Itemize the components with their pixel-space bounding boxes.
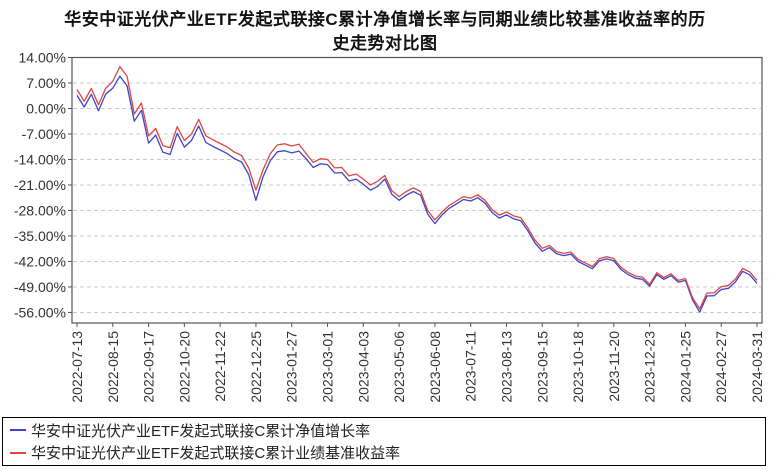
x-axis-label: 2022-10-20 xyxy=(176,331,192,403)
x-axis-label: 2023-05-06 xyxy=(391,331,407,403)
legend-item-benchmark: 华安中证光伏产业ETF发起式联接C累计业绩基准收益率 xyxy=(3,442,765,464)
y-axis-label: -35.00% xyxy=(14,228,66,244)
benchmark-line-swatch xyxy=(10,451,26,454)
y-axis-label: 14.00% xyxy=(19,50,66,66)
x-axis-label: 2023-10-18 xyxy=(570,331,586,403)
x-axis-label: 2022-08-15 xyxy=(105,331,121,403)
plot-frame xyxy=(71,56,763,324)
y-axis-label: -49.00% xyxy=(14,279,66,295)
y-axis-label: 7.00% xyxy=(26,75,66,91)
x-axis-label: 2022-12-25 xyxy=(248,331,264,403)
fund-line-swatch xyxy=(10,429,26,432)
x-axis-label: 2022-07-13 xyxy=(69,331,85,403)
y-axis-label: -14.00% xyxy=(14,151,66,167)
x-axis-label: 2023-12-23 xyxy=(642,331,658,403)
x-axis-label: 2023-07-11 xyxy=(463,331,479,402)
legend-item-fund: 华安中证光伏产业ETF发起式联接C累计净值增长率 xyxy=(3,419,765,441)
y-axis-label: -21.00% xyxy=(14,177,66,193)
x-axis-label: 2024-01-25 xyxy=(677,331,693,403)
chart-title-line-1: 华安中证光伏产业ETF发起式联接C累计净值增长率与同期业绩比较基准收益率的历 xyxy=(64,10,706,29)
series-line-fund-nav-growth xyxy=(76,75,758,313)
x-axis-label: 2023-04-03 xyxy=(355,331,371,403)
line-chart-plot: 14.00% 7.00% 0.00% -7.00% -14.00% -21.00% -28.… xyxy=(14,50,765,403)
x-axis-label: 2023-06-08 xyxy=(427,331,443,403)
x-axis-label: 2023-08-13 xyxy=(498,331,514,403)
x-axis-label: 2022-09-17 xyxy=(141,331,157,403)
x-axis-label: 2024-03-31 xyxy=(749,331,765,403)
x-axis-label: 2023-09-15 xyxy=(534,331,550,403)
series-line-benchmark-return xyxy=(76,65,758,310)
y-axis-label: -42.00% xyxy=(14,253,66,269)
y-axis-label: -56.00% xyxy=(14,304,66,320)
x-axis-label: 2024-02-27 xyxy=(713,331,729,403)
x-axis-label: 2023-11-20 xyxy=(606,331,622,402)
y-axis-label: 0.00% xyxy=(26,100,66,116)
x-axis-label: 2023-03-01 xyxy=(320,331,336,403)
y-axis-label: -28.00% xyxy=(14,202,66,218)
y-axis-label: -7.00% xyxy=(22,126,66,142)
x-axis-label: 2022-11-22 xyxy=(212,331,228,402)
legend-label-fund: 华安中证光伏产业ETF发起式联接C累计净值增长率 xyxy=(31,422,371,440)
legend-label-benchmark: 华安中证光伏产业ETF发起式联接C累计业绩基准收益率 xyxy=(31,445,401,463)
chart-title-line-2: 史走势对比图 xyxy=(332,34,438,53)
x-axis-label: 2023-01-27 xyxy=(284,331,300,403)
chart-legend: 华安中证光伏产业ETF发起式联接C累计净值增长率 华安中证光伏产业ETF发起式联… xyxy=(2,417,766,466)
